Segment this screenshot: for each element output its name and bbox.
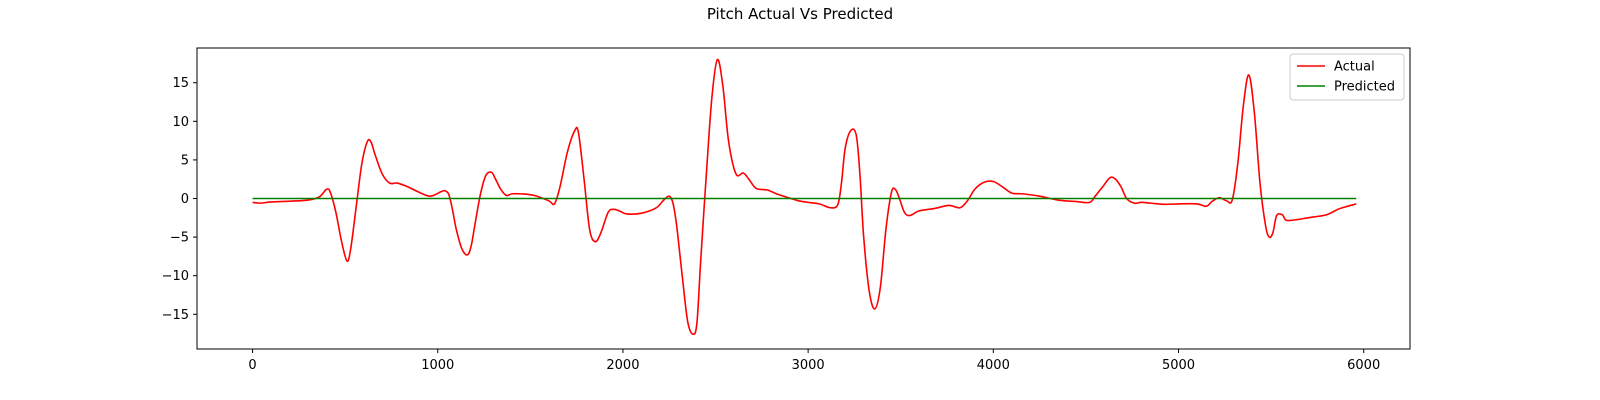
x-tick-label: 0 [248,358,256,373]
x-tick-label: 5000 [1162,358,1195,373]
x-tick-label: 2000 [606,358,639,373]
x-tick-label: 6000 [1347,358,1380,373]
x-axis: 0 1000 2000 3000 4000 5000 6000 [248,349,1380,373]
y-tick-label: 0 [181,192,189,207]
x-tick-label: 4000 [977,358,1010,373]
chart-title: Pitch Actual Vs Predicted [706,5,894,23]
x-tick-label: 3000 [792,358,825,373]
x-tick-label: 1000 [421,358,454,373]
y-tick-label: −15 [162,308,189,323]
y-tick-label: 10 [172,115,189,130]
legend-label-actual: Actual [1334,60,1375,75]
y-tick-label: −10 [162,269,189,284]
y-tick-label: −5 [170,231,189,246]
plot-series [252,58,1357,336]
series-line-actual [252,58,1357,336]
y-tick-label: 15 [172,76,189,91]
legend-label-predicted: Predicted [1334,80,1395,95]
y-axis: −15 −10 −5 0 5 10 15 [162,76,197,323]
y-tick-label: 5 [181,153,189,168]
legend: Actual Predicted [1289,53,1405,101]
